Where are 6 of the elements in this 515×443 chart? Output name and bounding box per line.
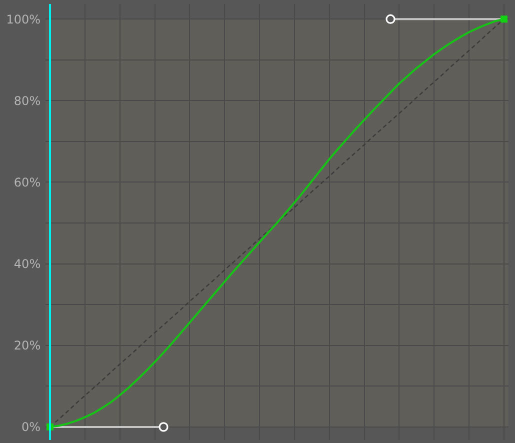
y-tick-label: 20% <box>14 338 41 353</box>
y-tick-label: 0% <box>22 420 41 434</box>
y-tick-label: 100% <box>6 12 41 26</box>
y-tick-label: 80% <box>14 94 41 108</box>
y-tick-label: 60% <box>14 175 41 190</box>
y-tick-label: 40% <box>14 257 41 272</box>
